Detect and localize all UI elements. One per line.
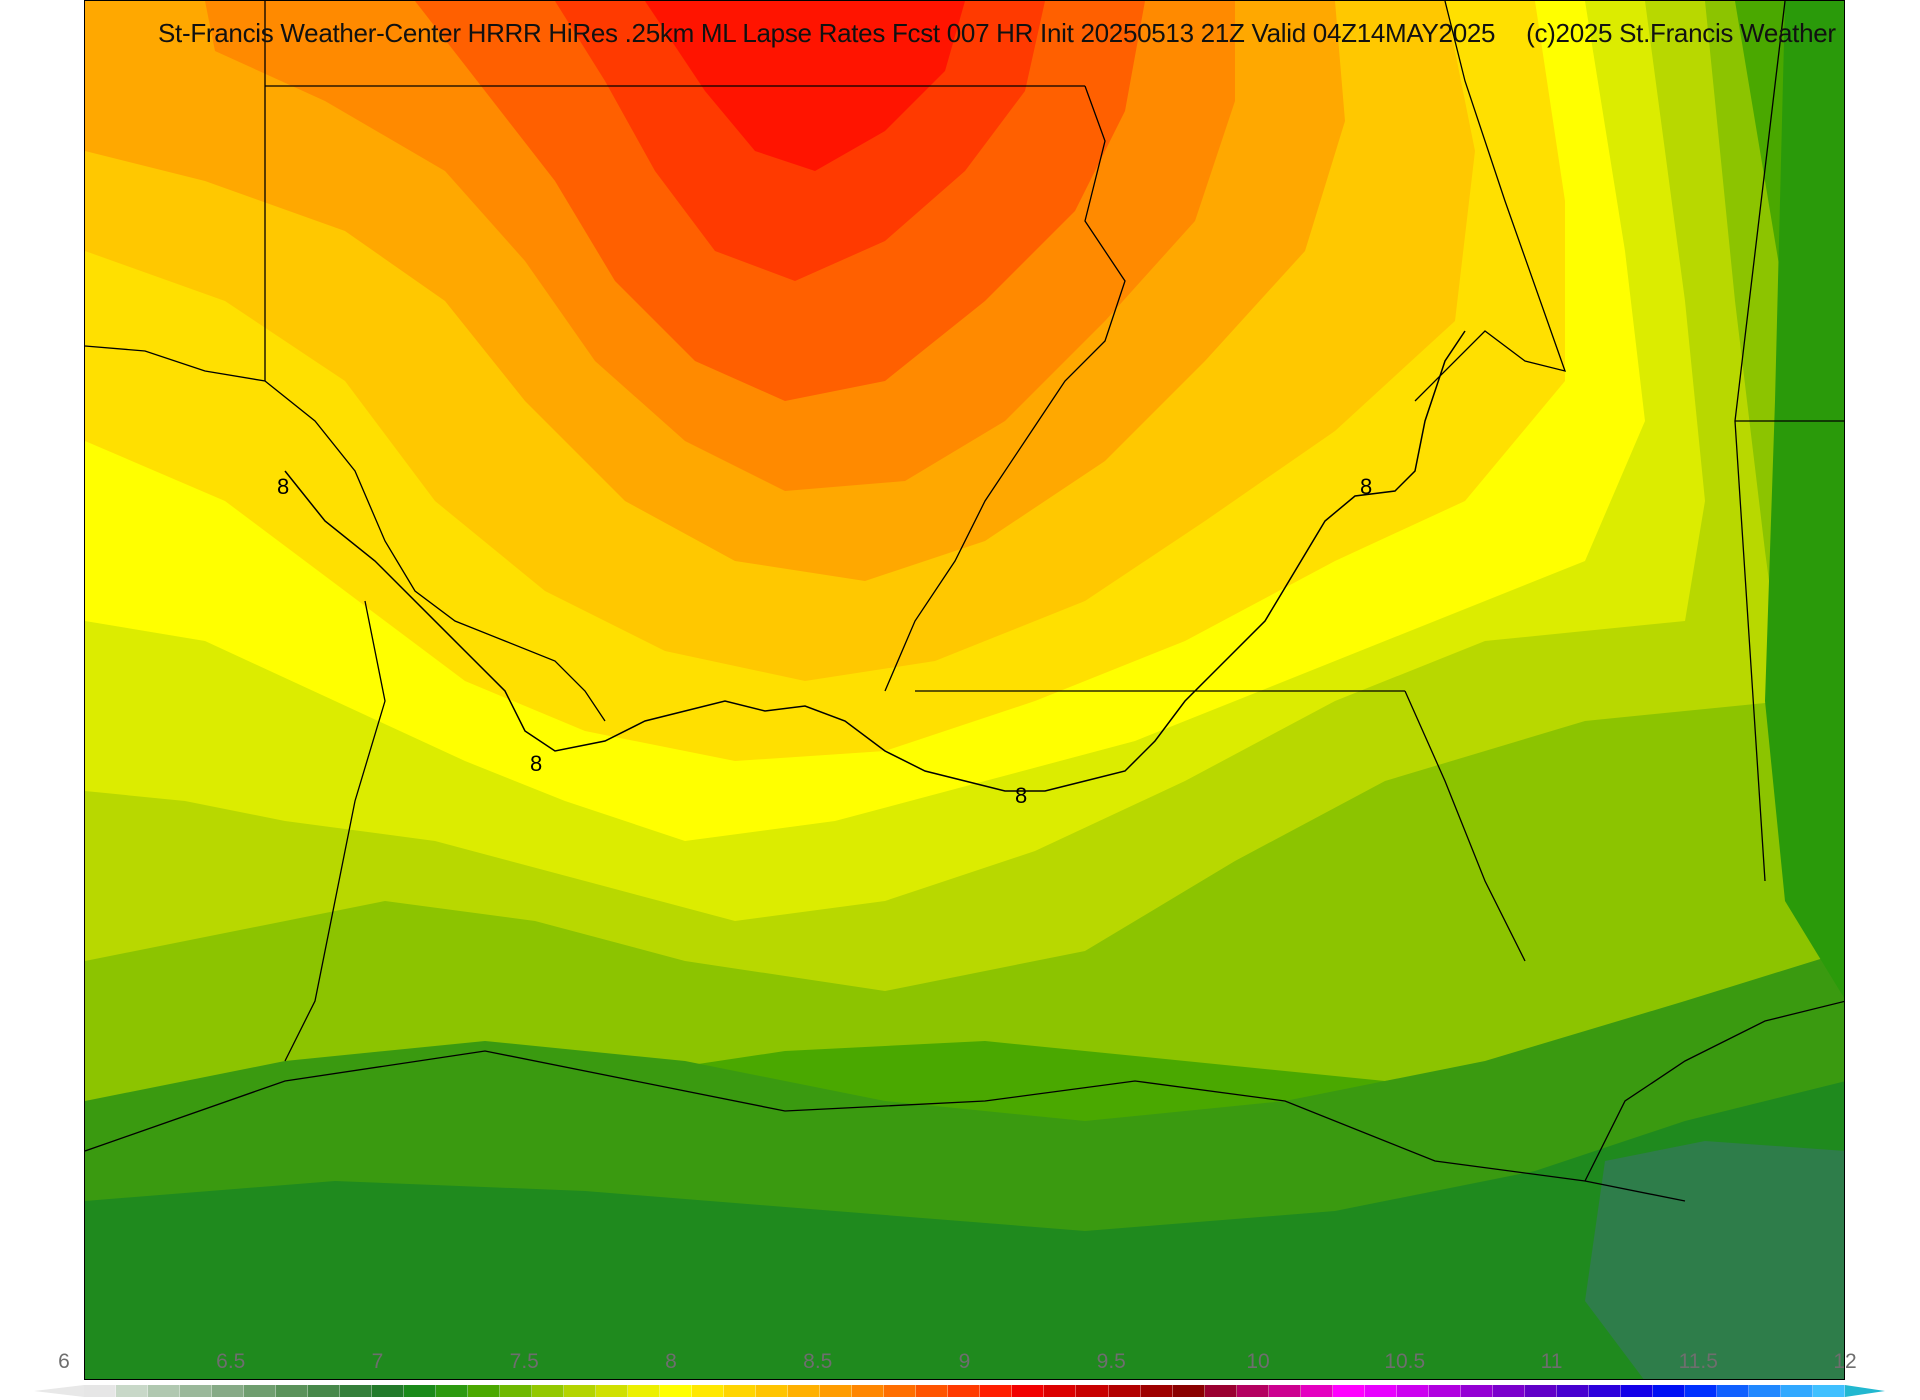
- colorbar-segment: [1172, 1385, 1205, 1397]
- colorbar-tick-label: 10.5: [1384, 1350, 1426, 1373]
- colorbar-tick-label: 6.5: [216, 1350, 246, 1373]
- colorbar-segment: [436, 1385, 469, 1397]
- colorbar-segment: [1620, 1385, 1653, 1397]
- colorbar-segment: [404, 1385, 437, 1397]
- colorbar-segment: [788, 1385, 821, 1397]
- colorbar-segment: [692, 1385, 725, 1397]
- colorbar-segment: [1332, 1385, 1365, 1397]
- map-title: St-Francis Weather-Center HRRR HiRes .25…: [158, 18, 1860, 49]
- colorbar-segment: [1140, 1385, 1173, 1397]
- colorbar-segment: [1268, 1385, 1301, 1397]
- colorbar-segment: [84, 1385, 117, 1397]
- colorbar-segment: [180, 1385, 213, 1397]
- colorbar-segment: [1108, 1385, 1141, 1397]
- colorbar-segment: [660, 1385, 693, 1397]
- colorbar-segment: [1076, 1385, 1109, 1397]
- colorbar-segment: [884, 1385, 917, 1397]
- colorbar-underflow-arrow: [34, 1385, 84, 1397]
- colorbar-segment: [148, 1385, 181, 1397]
- colorbar-tick-label: 8: [665, 1350, 677, 1373]
- band-deep-green-south: [85, 1081, 1844, 1379]
- colorbar-tick-label: 7: [371, 1350, 384, 1373]
- colorbar-segment: [1236, 1385, 1269, 1397]
- colorbar-overflow-arrow: [1845, 1385, 1885, 1397]
- colorbar-segment: [980, 1385, 1013, 1397]
- colorbar-segment: [1524, 1385, 1557, 1397]
- colorbar-segment: [564, 1385, 597, 1397]
- colorbar-tick-label: 11.5: [1678, 1350, 1718, 1373]
- lapse-rate-map: 8 8 8 8: [85, 1, 1844, 1379]
- colorbar-segment: [948, 1385, 981, 1397]
- colorbar-segment: [1364, 1385, 1397, 1397]
- colorbar-segment: [276, 1385, 309, 1397]
- colorbar-segment: [468, 1385, 501, 1397]
- colorbar-tick-label: 8.5: [803, 1350, 833, 1373]
- colorbar-segment: [1684, 1385, 1717, 1397]
- colorbar-tick-label: 10: [1246, 1350, 1270, 1373]
- colorbar-segment: [916, 1385, 949, 1397]
- colorbar-tick-label: 9: [958, 1350, 971, 1373]
- colorbar-segment: [1396, 1385, 1429, 1397]
- colorbar-segment: [500, 1385, 533, 1397]
- colorbar-tick-label: 7.5: [509, 1350, 539, 1373]
- contour-label-8-south: 8: [1015, 783, 1027, 808]
- colorbar-segment: [1748, 1385, 1781, 1397]
- colorbar-segment: [1556, 1385, 1589, 1397]
- colorbar-segment: [308, 1385, 341, 1397]
- band-dark-green-east: [1765, 1, 1844, 998]
- colorbar-segment: [212, 1385, 245, 1397]
- colorbar-segment: [1588, 1385, 1621, 1397]
- title-main: St-Francis Weather-Center HRRR HiRes .25…: [158, 18, 1496, 48]
- title-copyright: (c)2025 St.Francis Weather: [1526, 18, 1836, 48]
- colorbar-segment: [1780, 1385, 1813, 1397]
- colorbar-segment: [1652, 1385, 1685, 1397]
- contour-label-8-southwest: 8: [530, 751, 542, 776]
- colorbar-segment: [596, 1385, 629, 1397]
- colorbar-segment: [1012, 1385, 1045, 1397]
- map-frame: 8 8 8 8: [84, 0, 1845, 1380]
- colorbar-tick-label: 9.5: [1096, 1350, 1126, 1373]
- colorbar-segment: [1492, 1385, 1525, 1397]
- colorbar-segment: [1204, 1385, 1237, 1397]
- colorbar-segment: [820, 1385, 853, 1397]
- colorbar-segment: [244, 1385, 277, 1397]
- colorbar: [84, 1385, 1845, 1397]
- colorbar-segment: [1428, 1385, 1461, 1397]
- band-gray-green-se: [1585, 1141, 1844, 1379]
- colorbar-segment: [628, 1385, 661, 1397]
- colorbar-segment: [340, 1385, 373, 1397]
- colorbar-tick-label: 11: [1540, 1350, 1563, 1373]
- colorbar-segment: [1044, 1385, 1077, 1397]
- colorbar-segment: [1460, 1385, 1493, 1397]
- contour-label-8-west: 8: [277, 474, 289, 499]
- colorbar-segment: [756, 1385, 789, 1397]
- colorbar-segment: [372, 1385, 405, 1397]
- colorbar-tick-label: 12: [1833, 1350, 1857, 1373]
- colorbar-segment: [116, 1385, 149, 1397]
- colorbar-segment: [852, 1385, 885, 1397]
- colorbar-tick-label: 6: [58, 1350, 70, 1373]
- contour-line-8: [284, 330, 1466, 792]
- contour-label-8-east: 8: [1360, 474, 1372, 499]
- state-borders: [85, 1, 1844, 1202]
- colorbar-segment: [1716, 1385, 1749, 1397]
- colorbar-segment: [532, 1385, 565, 1397]
- colorbar-segment: [1812, 1385, 1845, 1397]
- colorbar-segment: [724, 1385, 757, 1397]
- colorbar-segment: [1300, 1385, 1333, 1397]
